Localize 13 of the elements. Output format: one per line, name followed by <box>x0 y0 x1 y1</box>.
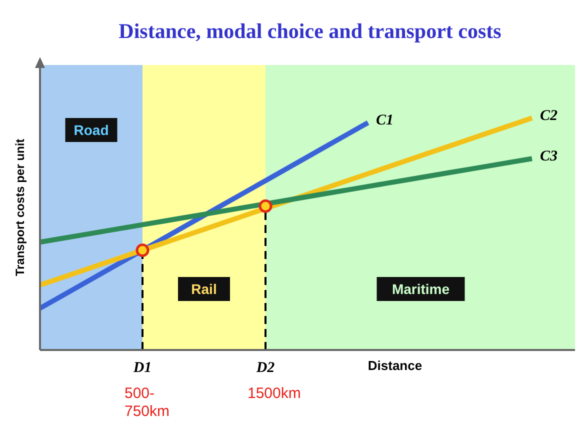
series-label: C1 <box>376 112 394 129</box>
y-axis-title: Transport costs per unit <box>13 138 27 276</box>
x-axis-title: Distance <box>368 358 422 373</box>
series-label: C3 <box>540 148 558 165</box>
chart-title: Distance, modal choice and transport costs <box>118 19 502 43</box>
text: 500-750km <box>124 385 170 420</box>
annotation: Maritime <box>392 281 450 297</box>
annotation: Road <box>74 122 109 138</box>
band-label: Rail <box>191 281 217 297</box>
x-tick-label: D1 <box>132 360 152 376</box>
text: 1500km <box>248 385 301 402</box>
series-label: C2 <box>540 108 558 124</box>
x-tick-label: D2 <box>255 360 276 376</box>
